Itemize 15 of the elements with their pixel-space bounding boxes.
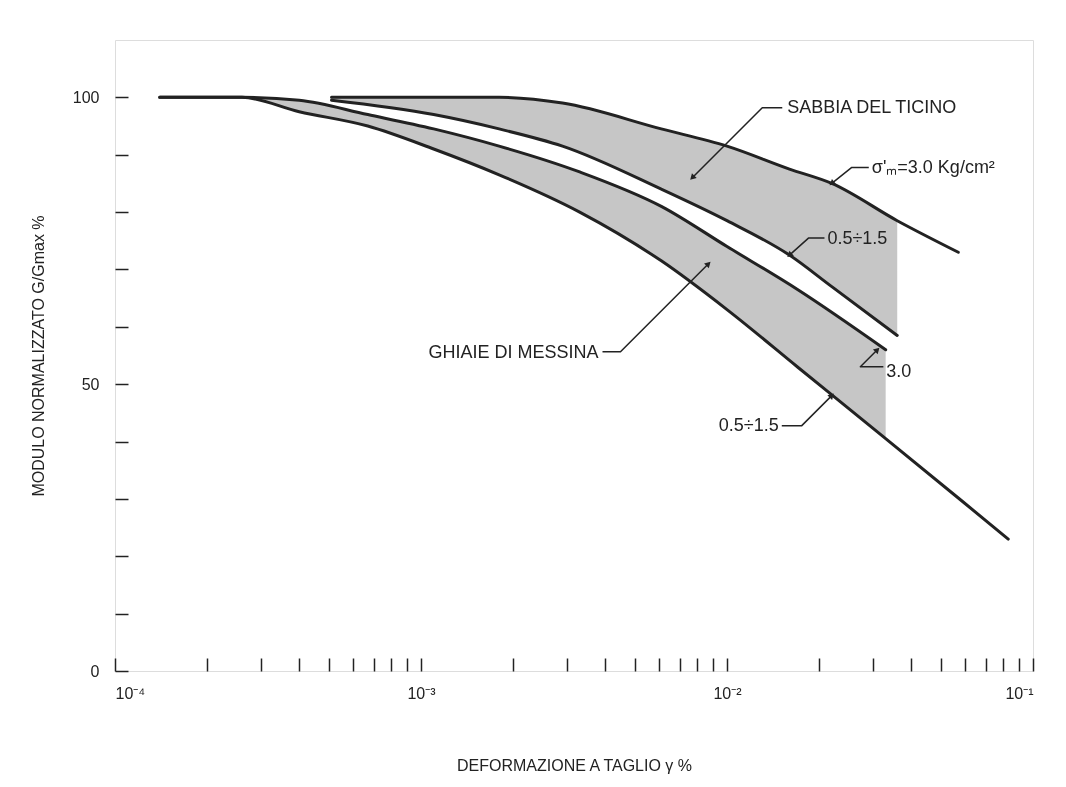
annotation: σ'ₘ=3.0 Kg/cm²: [871, 157, 995, 178]
y-tick-label: 100: [72, 88, 100, 106]
y-tick-label: 50: [81, 375, 100, 393]
annotation: SABBIA DEL TICINO: [787, 96, 957, 117]
annotation: 3.0: [886, 360, 912, 381]
x-tick-label: 10⁻³: [407, 684, 437, 702]
x-tick-label: 10⁻⁴: [115, 684, 146, 702]
x-axis-title: DEFORMAZIONE A TAGLIO γ %: [456, 756, 693, 774]
x-tick-label: 10⁻²: [713, 684, 743, 702]
annotation: 0.5÷1.5: [718, 414, 779, 435]
y-tick-label: 0: [90, 662, 100, 680]
annotation: 0.5÷1.5: [827, 228, 888, 249]
y-axis-title: MODULO NORMALIZZATO G/Gmax %: [29, 215, 47, 497]
annotation: GHIAIE DI MESSINA: [428, 341, 599, 362]
x-tick-label: 10⁻¹: [1005, 684, 1034, 702]
